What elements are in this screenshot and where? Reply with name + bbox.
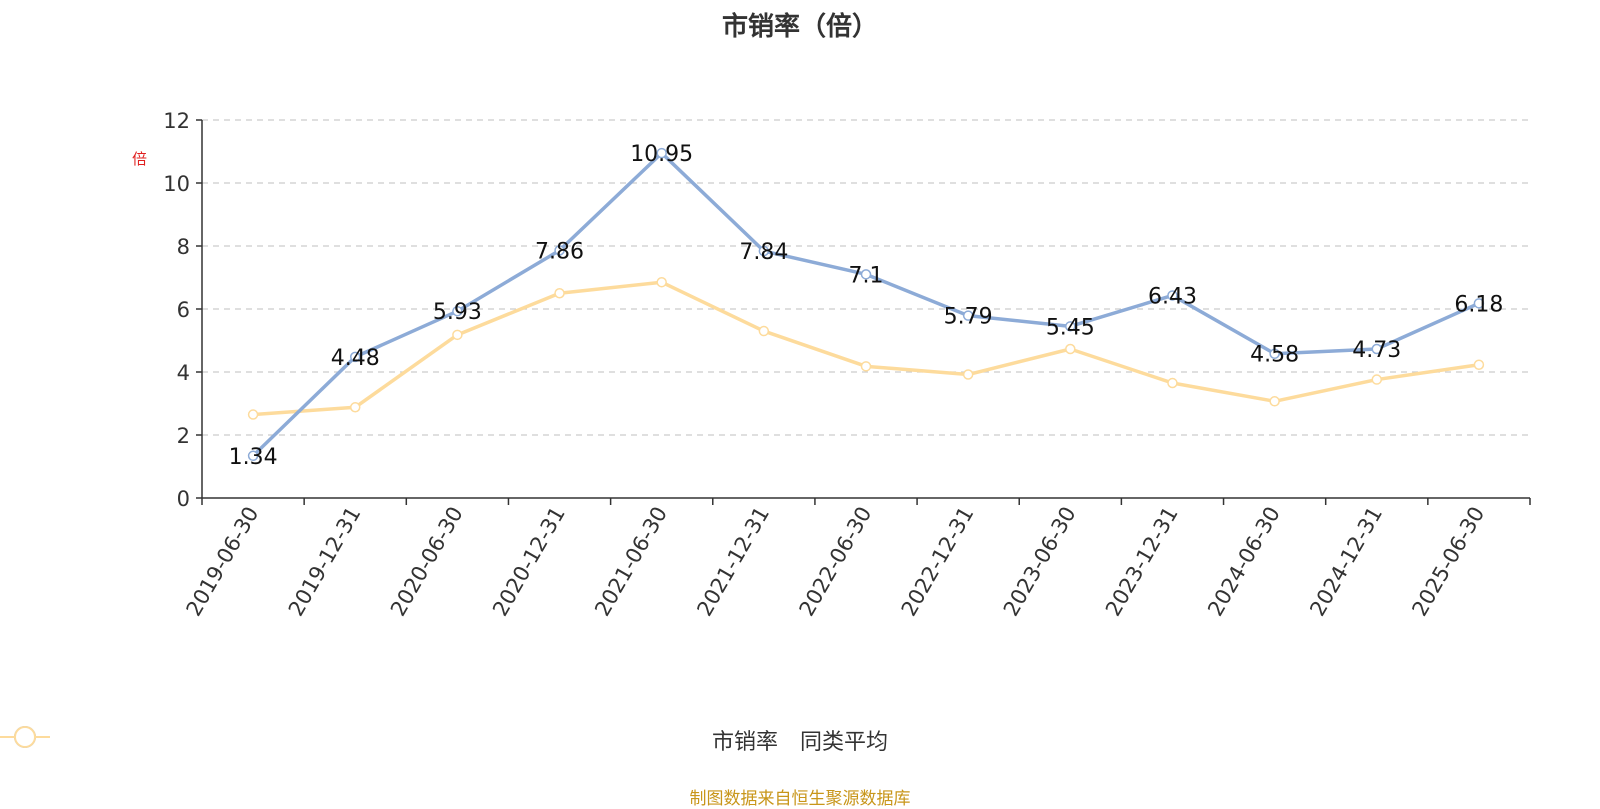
series-1-point-10 — [1269, 348, 1280, 359]
y-tick-label-0: 0 — [177, 487, 190, 511]
series-1-point-12 — [1473, 298, 1485, 309]
data-label-7: 5.79 — [944, 305, 993, 330]
series-1-point-8 — [1065, 321, 1076, 332]
data-label-9: 6.43 — [1148, 284, 1197, 309]
y-tick-label-5: 10 — [163, 172, 190, 196]
y-tick-label-3: 6 — [177, 298, 190, 322]
legend-item-series-1[interactable]: 市销率 — [0, 724, 778, 756]
data-label-2: 5.93 — [433, 300, 482, 325]
data-label-11: 4.73 — [1352, 338, 1401, 363]
series-1-point-5 — [758, 245, 770, 257]
x-tick-label-6: 2022-06-30 — [795, 503, 877, 621]
series-2-point-1 — [349, 402, 361, 413]
x-tick-label-7: 2022-12-31 — [897, 502, 979, 620]
y-axis-unit-label: 倍 — [132, 150, 148, 168]
series-2-point-10 — [1269, 396, 1280, 407]
x-tick-label-9: 2023-12-31 — [1101, 503, 1183, 621]
x-tick-label-1: 2019-12-31 — [284, 503, 366, 621]
data-label-5: 7.84 — [739, 240, 788, 265]
series-1-point-7 — [962, 310, 974, 321]
series-2-point-5 — [758, 325, 770, 337]
legend-swatch-series-2 — [0, 726, 50, 748]
series-2-point-12 — [1473, 359, 1485, 371]
series-1-point-2 — [452, 305, 463, 317]
series-2-point-11 — [1371, 374, 1383, 385]
series-1-point-4 — [656, 147, 667, 159]
data-label-3: 7.86 — [535, 239, 584, 264]
series-2-point-7 — [962, 369, 974, 380]
series-2-point-8 — [1065, 343, 1076, 355]
y-tick-label-1: 2 — [177, 424, 190, 448]
data-label-10: 4.58 — [1250, 343, 1299, 368]
series-2-point-9 — [1167, 377, 1178, 389]
x-tick-label-11: 2024-12-31 — [1305, 503, 1387, 621]
y-tick-label-2: 4 — [177, 361, 190, 385]
data-label-0: 1.34 — [229, 445, 278, 470]
x-tick-label-12: 2025-06-30 — [1407, 503, 1489, 621]
series-1-point-0 — [247, 450, 259, 462]
x-tick-label-0: 2019-06-30 — [182, 503, 264, 621]
series-2-point-0 — [247, 409, 259, 420]
series-2-point-2 — [452, 329, 463, 341]
legend-item-series-2[interactable]: 同类平均 — [0, 724, 889, 756]
data-label-1: 4.48 — [331, 346, 380, 371]
series-1-point-3 — [554, 245, 565, 256]
series-2-point-6 — [860, 361, 872, 372]
data-source-note: 制图数据来自恒生聚源数据库 — [689, 789, 911, 809]
legend-label-series-2: 同类平均 — [800, 730, 889, 755]
legend-label-series-1: 市销率 — [711, 730, 778, 755]
data-label-6: 7.1 — [849, 263, 884, 288]
y-tick-label-4: 8 — [177, 235, 190, 259]
x-tick-label-10: 2024-06-30 — [1203, 503, 1285, 621]
x-tick-label-8: 2023-06-30 — [999, 503, 1081, 621]
series-1-point-1 — [349, 351, 361, 363]
y-tick-label-6: 12 — [163, 109, 190, 133]
x-tick-label-3: 2020-12-31 — [488, 503, 570, 621]
chart-legend: 市销率 同类平均 — [0, 724, 1600, 756]
series-1-point-11 — [1371, 343, 1383, 355]
data-label-12: 6.18 — [1454, 292, 1503, 317]
series-1-point-6 — [860, 269, 872, 280]
x-tick-label-2: 2020-06-30 — [386, 503, 468, 621]
data-label-4: 10.95 — [630, 142, 693, 167]
chart-title: 市销率（倍） — [721, 12, 878, 42]
data-label-8: 5.45 — [1046, 315, 1095, 340]
x-tick-label-4: 2021-06-30 — [590, 503, 672, 621]
series-1-point-9 — [1167, 290, 1178, 301]
series-2-point-3 — [554, 288, 565, 299]
x-tick-label-5: 2021-12-31 — [692, 503, 774, 621]
series-2-point-4 — [656, 276, 667, 288]
